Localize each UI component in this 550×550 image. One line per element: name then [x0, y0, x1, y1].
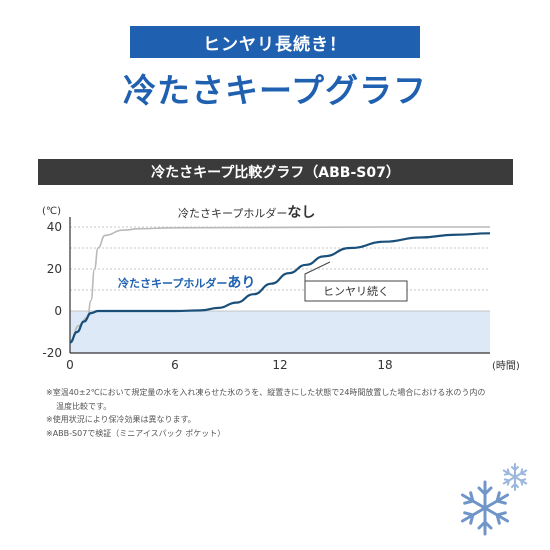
x-tick-label: 12	[272, 358, 287, 372]
footnote: 温度比較です。	[56, 401, 112, 411]
x-tick-label: 18	[377, 358, 392, 372]
y-tick-label: 0	[54, 304, 62, 318]
x-tick-labels: 0 6 12 18	[66, 358, 392, 372]
x-tick-label: 0	[66, 358, 74, 372]
series-label-with: 冷たさキープホルダーあり	[118, 275, 255, 291]
footnote: ※ABB-S07で検証（ミニアイスパック ポケット）	[46, 428, 226, 438]
annotation-box	[304, 280, 408, 302]
x-unit-label: (時間)	[492, 360, 520, 372]
x-tick-label: 6	[171, 358, 179, 372]
series-label-without: 冷たさキープホルダーなし	[178, 205, 315, 221]
series-line-with-holder	[69, 232, 491, 344]
cooling-chart: 40 20 0 -20 0 6 12 18 (℃) (時間) 冷たさキープホルダーなし 冷た…	[42, 205, 520, 372]
page-title: 冷たさキープグラフ	[122, 71, 428, 110]
footnotes: ※室温40±2℃において規定量の水を入れ凍らせた氷のうを、縦置きにした状態で24…	[46, 386, 516, 440]
footnote: ※使用状況により保冷効果は異なります。	[46, 415, 196, 424]
below-zero-band	[70, 311, 490, 353]
y-tick-label: 40	[47, 220, 62, 234]
snowflake-large-icon	[460, 480, 510, 536]
snowflake-small-icon	[502, 463, 528, 491]
footnote: ※室温40±2℃において規定量の水を入れ凍らせた氷のうを、縦置きにした状態で24…	[46, 388, 486, 397]
chart-header: 冷たさキープ比較グラフ（ABB-S07）	[38, 159, 513, 185]
gridlines	[70, 226, 490, 312]
annotation-text: ヒンヤリ続く	[323, 284, 389, 298]
y-tick-label: -20	[42, 346, 62, 360]
y-unit-label: (℃)	[42, 206, 61, 217]
y-tick-label: 20	[47, 262, 62, 276]
y-tick-labels: 40 20 0 -20	[42, 220, 62, 360]
banner: ヒンヤリ長続き！	[130, 26, 420, 58]
